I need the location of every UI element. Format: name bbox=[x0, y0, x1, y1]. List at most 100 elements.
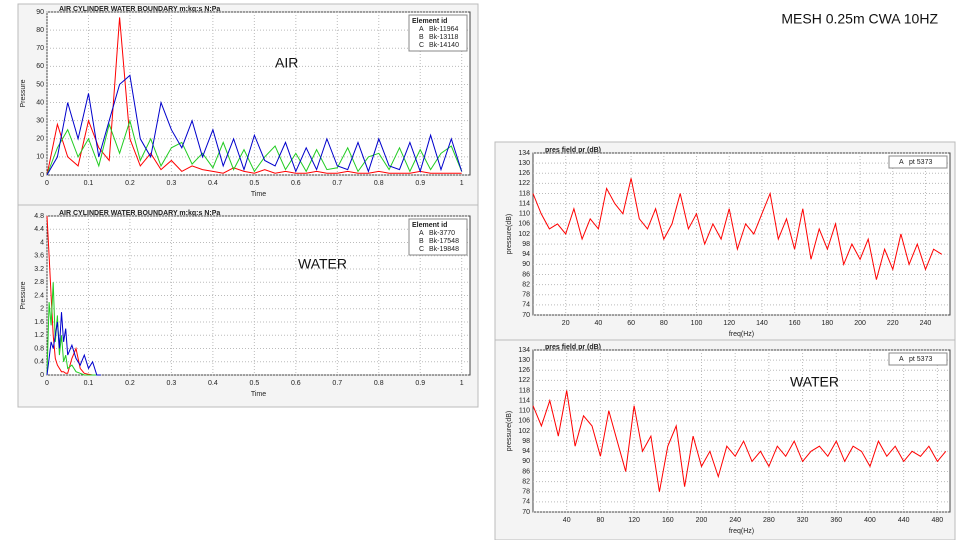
y-tick-label: 70 bbox=[522, 509, 530, 516]
y-tick-label: 106 bbox=[518, 221, 530, 228]
y-tick-label: 134 bbox=[518, 150, 530, 157]
y-tick-label: 98 bbox=[522, 438, 530, 445]
legend-label: A bbox=[899, 356, 904, 363]
y-tick-label: 4.8 bbox=[34, 213, 44, 220]
legend-entry: Bk-3770 bbox=[429, 230, 455, 237]
y-tick-label: 90 bbox=[522, 458, 530, 465]
y-tick-label: 78 bbox=[522, 489, 530, 496]
y-tick-label: 122 bbox=[518, 180, 530, 187]
x-tick-label: 200 bbox=[854, 320, 866, 327]
y-tick-label: 2 bbox=[40, 306, 44, 313]
y-axis-label: pressure(dB) bbox=[506, 214, 513, 254]
series-line bbox=[532, 178, 943, 280]
x-tick-label: 0.4 bbox=[208, 180, 218, 187]
y-tick-label: 50 bbox=[36, 81, 44, 88]
y-tick-label: 74 bbox=[522, 499, 530, 506]
x-tick-label: 0.3 bbox=[167, 180, 177, 187]
y-tick-label: 130 bbox=[518, 160, 530, 167]
x-tick-label: 280 bbox=[763, 517, 775, 524]
y-tick-label: 98 bbox=[522, 241, 530, 248]
x-tick-label: 360 bbox=[830, 517, 842, 524]
chart-title: AIR CYLINDER WATER BOUNDARY m:kg:s N:Pa bbox=[59, 6, 220, 13]
y-tick-label: 86 bbox=[522, 468, 530, 475]
y-tick-label: 102 bbox=[518, 231, 530, 238]
y-tick-label: 126 bbox=[518, 367, 530, 374]
y-tick-label: 90 bbox=[36, 9, 44, 16]
series-line bbox=[46, 17, 462, 176]
x-tick-label: 40 bbox=[563, 517, 571, 524]
series-line bbox=[46, 74, 463, 176]
y-tick-label: 70 bbox=[522, 312, 530, 319]
y-tick-label: 30 bbox=[36, 118, 44, 125]
y-tick-label: 70 bbox=[36, 45, 44, 52]
x-tick-label: 0.7 bbox=[332, 380, 342, 387]
y-tick-label: 110 bbox=[519, 211, 530, 218]
y-tick-label: 2.8 bbox=[34, 279, 44, 286]
legend-entry: pt 5373 bbox=[909, 356, 932, 363]
x-tick-label: 0.4 bbox=[208, 380, 218, 387]
y-tick-label: 94 bbox=[522, 251, 530, 258]
x-tick-label: 400 bbox=[864, 517, 876, 524]
y-axis-label: pressure(dB) bbox=[506, 411, 513, 451]
legend-label: B bbox=[419, 34, 424, 41]
y-tick-label: 126 bbox=[518, 170, 530, 177]
x-tick-label: 0.6 bbox=[291, 380, 301, 387]
chart-title: pres field pr (dB) bbox=[545, 147, 601, 154]
x-tick-label: 320 bbox=[797, 517, 809, 524]
y-tick-label: 1.2 bbox=[34, 332, 44, 339]
x-tick-label: 80 bbox=[660, 320, 668, 327]
y-tick-label: 94 bbox=[522, 448, 530, 455]
legend-entry: Bk-14140 bbox=[429, 42, 459, 49]
x-tick-label: 240 bbox=[920, 320, 932, 327]
x-tick-label: 20 bbox=[562, 320, 570, 327]
x-tick-label: 1 bbox=[460, 380, 464, 387]
y-tick-label: 40 bbox=[36, 99, 44, 106]
legend-entry: Bk-19848 bbox=[429, 246, 459, 253]
x-axis-label: freq(Hz) bbox=[729, 528, 754, 535]
x-tick-label: 0.8 bbox=[374, 380, 384, 387]
legend-label: B bbox=[419, 238, 424, 245]
annotation: WATER bbox=[790, 374, 839, 390]
y-tick-label: 10 bbox=[36, 154, 44, 161]
y-tick-label: 90 bbox=[522, 261, 530, 268]
series-line bbox=[46, 215, 101, 376]
x-tick-label: 0.5 bbox=[249, 380, 259, 387]
legend-entry: Bk-13118 bbox=[429, 34, 459, 41]
x-tick-label: 0.3 bbox=[167, 380, 177, 387]
x-tick-label: 0.1 bbox=[84, 380, 94, 387]
y-tick-label: 114 bbox=[519, 397, 530, 404]
annotation: AIR bbox=[275, 55, 298, 71]
x-tick-label: 1 bbox=[460, 180, 464, 187]
y-tick-label: 78 bbox=[522, 292, 530, 299]
legend-box bbox=[408, 218, 468, 256]
legend-box bbox=[408, 14, 468, 52]
y-tick-label: 1.6 bbox=[34, 319, 44, 326]
legend-entry: pt 5373 bbox=[909, 159, 932, 166]
legend-label: A bbox=[899, 159, 904, 166]
x-tick-label: 0.2 bbox=[125, 380, 135, 387]
x-axis-label: Time bbox=[251, 391, 266, 398]
y-tick-label: 134 bbox=[518, 347, 530, 354]
y-tick-label: 82 bbox=[522, 281, 530, 288]
x-tick-label: 0.1 bbox=[84, 180, 94, 187]
y-tick-label: 0 bbox=[40, 172, 44, 179]
chart-title: pres field pr (dB) bbox=[545, 344, 601, 351]
legend-entry: Bk-11964 bbox=[429, 26, 459, 33]
legend-box bbox=[888, 352, 948, 366]
y-tick-label: 4 bbox=[40, 239, 44, 246]
x-tick-label: 0.8 bbox=[374, 180, 384, 187]
x-tick-label: 0 bbox=[45, 180, 49, 187]
x-tick-label: 0.9 bbox=[415, 380, 425, 387]
y-tick-label: 3.2 bbox=[34, 266, 44, 273]
series-line bbox=[46, 118, 463, 176]
x-tick-label: 0.7 bbox=[332, 180, 342, 187]
y-axis-label: Pressure bbox=[20, 79, 27, 107]
legend-title: Element id bbox=[412, 222, 447, 229]
y-tick-label: 82 bbox=[522, 478, 530, 485]
x-axis-label: freq(Hz) bbox=[729, 331, 754, 338]
legend-label: A bbox=[419, 230, 424, 237]
y-tick-label: 0.4 bbox=[34, 359, 44, 366]
x-axis-label: Time bbox=[251, 191, 266, 198]
x-tick-label: 100 bbox=[691, 320, 703, 327]
y-tick-label: 118 bbox=[519, 387, 530, 394]
